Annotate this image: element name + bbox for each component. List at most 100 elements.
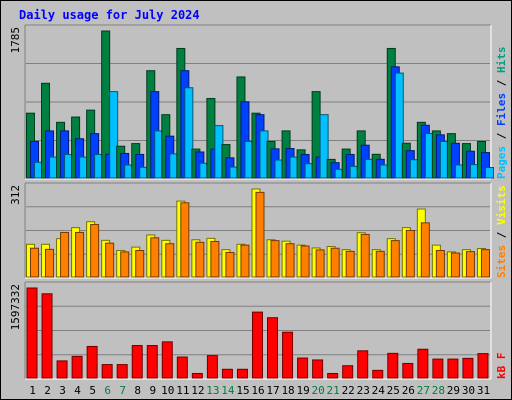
bar-pages-day-20 xyxy=(319,114,329,179)
x-axis-labels: 1 2 3 4 5 6 7 8 9 10 11 12 13 14 15 16 17 18 19 20 21 22 23 24 2… xyxy=(29,384,490,397)
bar-sites-day-30 xyxy=(465,251,475,278)
right-axis-label: kB F xyxy=(495,353,508,380)
bar-kb-f-day-15 xyxy=(236,368,248,379)
bar-kb-f-day-26 xyxy=(402,362,414,379)
bar-sites-day-18 xyxy=(285,243,295,278)
bar-pages-day-11 xyxy=(184,87,194,179)
bar-kb-f-day-9 xyxy=(146,345,158,379)
bar-sites-day-9 xyxy=(150,237,160,278)
x-tick-label-day-17: 17 xyxy=(266,384,279,397)
bar-sites-day-21 xyxy=(330,247,340,278)
bar-kb-f-day-27 xyxy=(417,348,429,379)
bar-kb-f-day-6 xyxy=(101,364,113,379)
x-tick-label-day-25: 25 xyxy=(387,384,400,397)
bar-sites-day-20 xyxy=(315,249,325,278)
bar-sites-day-31 xyxy=(480,249,490,278)
bar-sites-day-17 xyxy=(270,240,280,278)
x-tick-label-day-23: 23 xyxy=(357,384,370,397)
panel-sites-visits: 312 Sites / Visits xyxy=(9,182,508,279)
x-tick-label-day-24: 24 xyxy=(372,384,386,397)
x-tick-label-day-31: 31 xyxy=(477,384,490,397)
x-tick-label-day-8: 8 xyxy=(134,384,141,397)
bar-sites-day-12 xyxy=(195,241,205,278)
panel-hits-files-pages: 1785 Pages / Files / Hits xyxy=(9,24,508,180)
bar-sites-day-27 xyxy=(420,222,430,278)
chart-title: Daily usage for July 2024 xyxy=(19,8,200,22)
bar-kb-f-day-10 xyxy=(161,341,173,379)
bar-kb-f-day-24 xyxy=(372,369,384,379)
bar-kb-f-day-23 xyxy=(357,350,369,379)
bar-kb-f-day-5 xyxy=(86,345,98,379)
bar-sites-day-15 xyxy=(240,244,250,278)
x-tick-label-day-9: 9 xyxy=(149,384,156,397)
bar-kb-f-day-31 xyxy=(477,353,489,379)
legend-separator: / xyxy=(495,126,508,146)
bar-kb-f-day-19 xyxy=(297,357,309,379)
right-axis-label: Pages / Files / Hits xyxy=(495,47,508,180)
legend-files: Files xyxy=(495,93,508,126)
x-tick-label-day-10: 10 xyxy=(161,384,174,397)
bar-kb-f-day-8 xyxy=(131,345,143,379)
legend-visits: Visits xyxy=(495,185,508,225)
x-tick-label-day-13: 13 xyxy=(206,384,219,397)
x-tick-label-day-2: 2 xyxy=(44,384,51,397)
bar-kb-f-day-7 xyxy=(116,364,128,379)
bar-kb-f-day-13 xyxy=(206,355,218,379)
x-tick-label-day-30: 30 xyxy=(462,384,475,397)
bar-sites-day-8 xyxy=(135,249,145,278)
x-tick-label-day-20: 20 xyxy=(312,384,325,397)
bar-sites-day-25 xyxy=(390,240,400,278)
bar-sites-day-2 xyxy=(45,248,55,278)
legend-sites: Sites xyxy=(495,245,508,278)
y-max-label: 1597332 xyxy=(9,284,22,330)
bar-kb-f-day-2 xyxy=(41,293,53,379)
bar-pages-day-25 xyxy=(394,72,404,179)
legend-separator: / xyxy=(495,73,508,93)
bar-kb-f-day-22 xyxy=(342,365,354,379)
bar-kb-f-day-11 xyxy=(176,356,188,379)
legend-pages: Pages xyxy=(495,146,508,179)
x-tick-label-day-5: 5 xyxy=(89,384,96,397)
x-tick-label-day-14: 14 xyxy=(221,384,235,397)
bar-sites-day-6 xyxy=(105,242,115,278)
bar-sites-day-13 xyxy=(210,240,220,278)
x-tick-label-day-27: 27 xyxy=(417,384,430,397)
bar-sites-day-14 xyxy=(225,251,235,278)
bar-kb-f-day-25 xyxy=(387,352,399,379)
bar-sites-day-22 xyxy=(345,250,355,278)
x-tick-label-day-11: 11 xyxy=(176,384,189,397)
bar-kb-f-day-29 xyxy=(447,358,459,379)
bar-sites-day-19 xyxy=(300,245,310,278)
bar-sites-day-23 xyxy=(360,233,370,278)
bar-kb-f-day-1 xyxy=(26,287,38,379)
bar-sites-day-5 xyxy=(90,224,100,278)
bar-kb-f-day-21 xyxy=(327,372,339,379)
x-tick-label-day-29: 29 xyxy=(447,384,460,397)
bar-kb-f-day-30 xyxy=(462,357,474,379)
bar-kb-f-day-3 xyxy=(56,360,68,379)
bar-kb-f-day-18 xyxy=(282,331,294,379)
x-tick-label-day-22: 22 xyxy=(342,384,355,397)
bar-kb-f-day-12 xyxy=(191,372,203,379)
x-tick-label-day-28: 28 xyxy=(432,384,445,397)
bar-sites-day-29 xyxy=(450,252,460,278)
bar-kb-f-day-28 xyxy=(432,358,444,379)
bar-sites-day-16 xyxy=(255,191,265,278)
bar-kb-f-day-17 xyxy=(267,317,279,379)
y-max-label: 1785 xyxy=(9,27,22,54)
x-tick-label-day-3: 3 xyxy=(59,384,66,397)
bar-kb-f-day-4 xyxy=(71,355,83,379)
legend-kb-f: kB F xyxy=(495,353,508,380)
y-max-label: 312 xyxy=(9,185,22,205)
bar-pages-day-6 xyxy=(109,91,119,179)
x-tick-label-day-1: 1 xyxy=(29,384,36,397)
bar-sites-day-7 xyxy=(120,251,130,278)
bar-kb-f-day-14 xyxy=(221,368,233,379)
bar-sites-day-10 xyxy=(165,243,175,278)
bar-kb-f-day-20 xyxy=(312,359,324,379)
bar-sites-day-1 xyxy=(30,247,39,278)
x-tick-label-day-16: 16 xyxy=(251,384,264,397)
x-tick-label-day-19: 19 xyxy=(296,384,309,397)
